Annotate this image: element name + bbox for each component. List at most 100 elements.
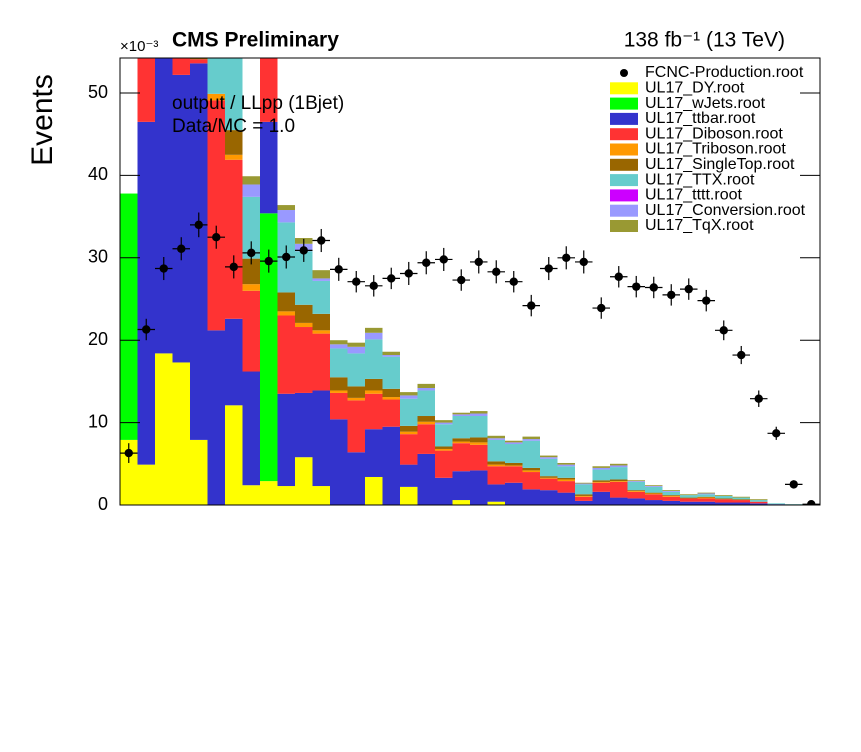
histogram-bar [260, 213, 278, 482]
histogram-bar [382, 356, 400, 389]
histogram-bar [400, 431, 418, 435]
histogram-bar [435, 450, 453, 478]
data-point [649, 283, 658, 292]
histogram-bar [400, 486, 418, 505]
data-point [614, 272, 623, 281]
histogram-bar [732, 496, 750, 498]
histogram-bar [522, 472, 540, 490]
histogram-bar [592, 466, 610, 468]
histogram-bar [732, 497, 750, 500]
histogram-bar [242, 284, 260, 291]
histogram-bar [225, 318, 243, 406]
histogram-bar [435, 420, 453, 423]
data-point [404, 269, 413, 278]
data-point [352, 277, 361, 286]
histogram-bar [137, 464, 155, 505]
histogram-bar [277, 393, 295, 487]
y-tick-label: 20 [88, 329, 108, 349]
histogram-bar [505, 462, 523, 466]
data-point [422, 258, 431, 267]
histogram-bar [277, 315, 295, 394]
legend-swatch [610, 112, 638, 125]
histogram-bar [540, 490, 558, 505]
histogram-bar [715, 495, 733, 499]
legend-label: FCNC-Production.root [645, 64, 804, 81]
histogram-bar [417, 421, 435, 425]
histogram-bar [172, 58, 190, 75]
histogram-bar [470, 437, 488, 443]
histogram-bar [505, 466, 523, 483]
histogram-bar [277, 311, 295, 316]
histogram-bar [382, 397, 400, 400]
histogram-bar [330, 344, 348, 349]
histogram-bar [697, 492, 715, 494]
histogram-bar [732, 499, 750, 501]
data-point [247, 248, 256, 258]
histogram-bar [732, 500, 750, 503]
histogram-bar [697, 501, 715, 505]
histogram-bar [347, 397, 365, 401]
histogram-bar [435, 448, 453, 451]
legend-swatch [610, 143, 638, 156]
histogram-bar [207, 330, 225, 505]
histogram-bar [452, 443, 470, 472]
histogram-bar [382, 426, 400, 505]
histogram-bar [435, 477, 453, 505]
histogram-bar [662, 496, 680, 501]
histogram-bar [610, 465, 628, 468]
histogram-bar [435, 446, 453, 449]
histogram-bar [697, 493, 715, 495]
histogram-bar [347, 346, 365, 354]
histogram-bar [627, 481, 645, 482]
histogram-bar [312, 333, 330, 391]
histogram-bar [505, 444, 523, 463]
histogram-bar [575, 494, 593, 496]
histogram-bar [365, 327, 383, 333]
legend-label: UL17_wJets.root [645, 95, 766, 112]
histogram-bar [382, 355, 400, 357]
histogram-bar [575, 500, 593, 505]
histogram-bar [365, 339, 383, 379]
histogram-bar [697, 494, 715, 497]
histogram-bar [627, 498, 645, 505]
histogram-bar [470, 442, 488, 445]
histogram-bar [260, 121, 278, 214]
histogram-bar [452, 471, 470, 501]
histogram-bar [487, 464, 505, 467]
data-point [142, 325, 151, 334]
legend-swatch [610, 174, 638, 187]
histogram-bar [592, 491, 610, 505]
histogram-bar [487, 484, 505, 502]
histogram-bar [277, 205, 295, 211]
histogram-bar [767, 503, 785, 505]
histogram-bar [330, 419, 348, 505]
histogram-bar [277, 486, 295, 505]
histogram-bar [610, 467, 628, 480]
histogram-bar [645, 493, 663, 495]
histogram-bar [540, 457, 558, 459]
histogram-bar [330, 392, 348, 420]
data-point [264, 256, 273, 266]
y-multiplier: ×10⁻³ [120, 38, 158, 55]
histogram-bar [575, 483, 593, 485]
histogram-bar [400, 464, 418, 487]
histogram-bar [452, 500, 470, 505]
histogram-bar [610, 497, 628, 505]
histogram-bar [452, 412, 470, 415]
histogram-bar [575, 482, 593, 484]
histogram-bar [207, 93, 225, 101]
histogram-bar [347, 452, 365, 505]
histogram-bar [522, 440, 540, 468]
data-point [334, 265, 343, 274]
histogram-bar [645, 500, 663, 505]
histogram-bar [750, 500, 768, 502]
y-axis-label: Events [26, 74, 59, 166]
histogram-bar [225, 405, 243, 505]
legend-label: UL17_Diboson.root [645, 125, 783, 142]
data-point [177, 244, 186, 253]
histogram-bar [190, 63, 208, 440]
histogram-bar [645, 494, 663, 501]
histogram-bar [627, 491, 645, 499]
annotation: output / LLpp (1Bjet) [172, 93, 344, 114]
histogram-bar [435, 424, 453, 447]
